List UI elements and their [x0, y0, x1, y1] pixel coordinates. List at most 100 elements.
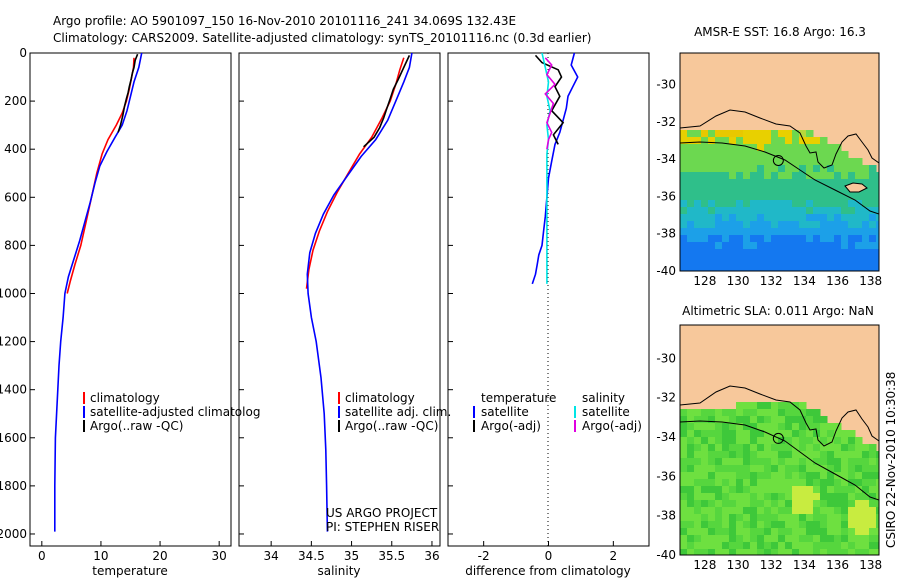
ocean-cell — [841, 221, 849, 229]
ocean-cell — [827, 535, 835, 543]
ocean-cell — [827, 458, 835, 466]
ocean-cell — [757, 172, 765, 180]
ocean-cell — [771, 444, 779, 452]
ocean-cell — [694, 172, 702, 180]
x-tick-label: 36 — [424, 549, 439, 563]
ocean-cell — [806, 549, 814, 555]
map-y-tick-label: -30 — [656, 351, 676, 365]
ocean-cell — [848, 263, 856, 271]
ocean-cell — [743, 486, 751, 494]
ocean-cell — [785, 430, 793, 438]
ocean-cell — [722, 165, 730, 173]
ocean-cell — [771, 451, 779, 459]
ocean-cell — [806, 451, 814, 459]
ocean-cell — [715, 165, 723, 173]
ocean-cell — [778, 165, 786, 173]
ocean-cell — [827, 242, 835, 250]
ocean-cell — [708, 144, 716, 152]
ocean-cell — [708, 235, 716, 243]
ocean-cell — [820, 158, 828, 166]
ocean-cell — [799, 472, 807, 480]
ocean-cell — [736, 200, 744, 208]
ocean-cell — [876, 507, 879, 515]
ocean-cell — [778, 228, 786, 236]
ocean-cell — [701, 130, 709, 138]
ocean-cell — [694, 486, 702, 494]
ocean-cell — [869, 514, 877, 522]
ocean-cell — [862, 263, 870, 271]
ocean-cell — [848, 472, 856, 480]
legend-heading-temperature: temperature — [481, 391, 556, 405]
ocean-cell — [708, 465, 716, 473]
ocean-cell — [876, 207, 879, 215]
ocean-cell — [680, 263, 688, 271]
ocean-cell — [757, 235, 765, 243]
ocean-cell — [813, 479, 821, 487]
ocean-cell — [806, 207, 814, 215]
ocean-cell — [722, 242, 730, 250]
ocean-cell — [841, 165, 849, 173]
ocean-cell — [701, 228, 709, 236]
title-line-2: Climatology: CARS2009. Satellite-adjuste… — [53, 31, 591, 45]
ocean-cell — [827, 256, 835, 264]
sla-map — [680, 325, 879, 555]
ocean-cell — [701, 151, 709, 159]
ocean-cell — [687, 437, 695, 445]
ocean-cell — [848, 458, 856, 466]
ocean-cell — [729, 500, 737, 508]
ocean-cell — [834, 444, 842, 452]
ocean-cell — [827, 437, 835, 445]
ocean-cell — [701, 193, 709, 201]
ocean-cell — [771, 263, 779, 271]
ocean-cell — [736, 479, 744, 487]
ocean-cell — [806, 179, 814, 187]
map-x-tick-label: 134 — [793, 274, 816, 288]
ocean-cell — [701, 235, 709, 243]
ocean-cell — [729, 451, 737, 459]
ocean-cell — [771, 207, 779, 215]
ocean-cell — [736, 158, 744, 166]
ocean-cell — [827, 151, 835, 159]
ocean-cell — [820, 228, 828, 236]
ocean-cell — [869, 249, 877, 257]
ocean-cell — [834, 249, 842, 257]
sla-coastline — [680, 385, 879, 447]
x-tick-label: 35 — [344, 549, 359, 563]
ocean-cell — [708, 542, 716, 550]
ocean-cell — [722, 130, 730, 138]
ocean-cell — [764, 179, 772, 187]
ocean-cell — [729, 242, 737, 250]
ocean-cell — [806, 130, 814, 138]
ocean-cell — [701, 409, 709, 417]
ocean-cell — [813, 409, 821, 417]
ocean-cell — [862, 528, 870, 536]
ocean-cell — [750, 521, 758, 529]
ocean-cell — [722, 430, 730, 438]
ocean-cell — [680, 535, 688, 543]
ocean-cell — [764, 409, 772, 417]
ocean-cell — [855, 465, 863, 473]
ocean-cell — [701, 158, 709, 166]
ocean-cell — [778, 172, 786, 180]
ocean-cell — [729, 228, 737, 236]
ocean-cell — [862, 451, 870, 459]
ocean-cell — [806, 542, 814, 550]
ocean-cell — [771, 144, 779, 152]
ocean-cell — [820, 444, 828, 452]
ocean-cell — [694, 193, 702, 201]
ocean-cell — [757, 437, 765, 445]
temperature-legend: climatology satellite-adjusted climatolo… — [83, 391, 260, 433]
ocean-cell — [736, 172, 744, 180]
ocean-cell — [701, 423, 709, 431]
legend-label-satellite: satellite adj. clim. — [345, 405, 451, 419]
ocean-cell — [792, 409, 800, 417]
ocean-cell — [680, 430, 688, 438]
ocean-cell — [778, 130, 786, 138]
ocean-cell — [708, 158, 716, 166]
ocean-cell — [792, 228, 800, 236]
ocean-cell — [722, 416, 730, 424]
ocean-cell — [729, 144, 737, 152]
ocean-cell — [834, 549, 842, 555]
ocean-cell — [757, 472, 765, 480]
ocean-cell — [771, 402, 779, 410]
